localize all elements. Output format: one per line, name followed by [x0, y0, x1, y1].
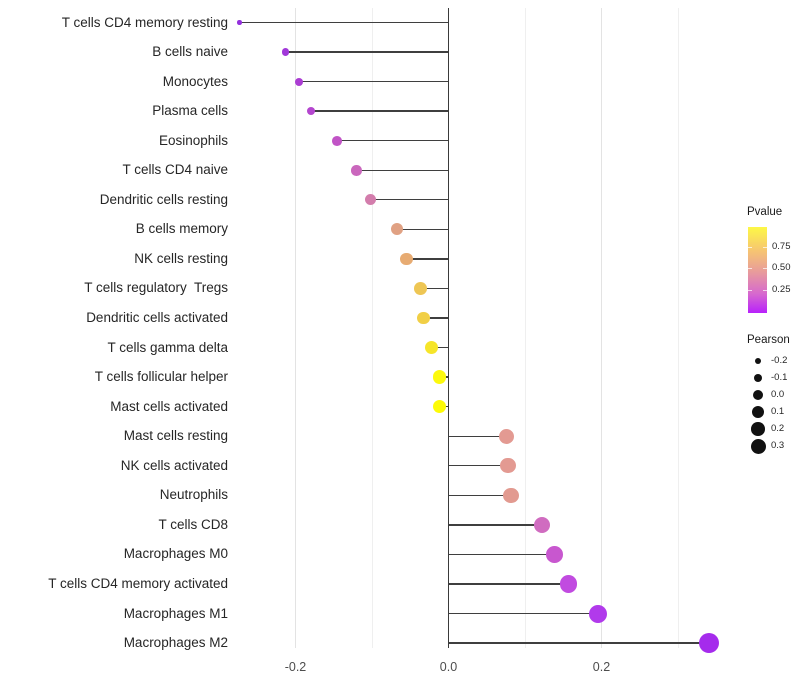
pearson-legend-dot: [754, 357, 762, 365]
pearson-legend-label: -0.1: [771, 372, 788, 383]
lollipop-dot: [391, 223, 404, 236]
x-gridline: [295, 8, 296, 648]
category-label: Monocytes: [162, 73, 228, 89]
lollipop-dot: [588, 604, 607, 623]
lollipop-dot: [432, 370, 446, 384]
category-label: T cells gamma delta: [107, 339, 228, 355]
lollipop-stick: [431, 346, 449, 349]
category-label: Dendritic cells activated: [86, 310, 228, 325]
lollipop-stick: [356, 169, 449, 171]
lollipop-dot: [331, 135, 342, 146]
pearson-legend-label: 0.0: [771, 389, 785, 400]
pvalue-legend-tick: [748, 247, 752, 249]
lollipop-stick: [239, 21, 449, 24]
pvalue-legend-tick-label: 0.50: [772, 262, 791, 274]
pearson-legend-dot: [750, 438, 766, 454]
pearson-legend-label: 0.3: [771, 440, 785, 451]
pvalue-legend-title: Pvalue: [747, 206, 783, 218]
category-label: NK cells resting: [134, 250, 228, 266]
lollipop-dot: [698, 633, 719, 654]
lollipop-stick: [397, 228, 449, 231]
lollipop-stick: [299, 80, 449, 83]
lollipop-stick: [448, 435, 507, 437]
x-gridline: [601, 8, 602, 648]
x-axis-tick-label: 0.2: [592, 660, 611, 674]
lollipop-dot: [500, 458, 516, 474]
lollipop-dot: [560, 575, 578, 593]
lollipop-stick: [285, 51, 449, 53]
pearson-legend-label: 0.2: [771, 423, 785, 434]
lollipop-dot: [432, 399, 446, 414]
lollipop-stick: [448, 524, 542, 526]
category-label: Macrophages M1: [123, 605, 228, 621]
lollipop-stick: [448, 465, 509, 467]
lollipop-dot: [416, 311, 430, 325]
pearson-legend-dot: [752, 389, 764, 401]
pearson-legend-title: Pearson: [747, 334, 790, 346]
pvalue-gradient-bar: [748, 227, 767, 313]
lollipop-dot: [281, 48, 290, 56]
lollipop-stick: [448, 553, 555, 556]
category-label: T cells follicular helper: [94, 369, 228, 385]
lollipop-dot: [503, 487, 520, 504]
x-gridline: [371, 8, 373, 648]
category-label: T cells CD4 naive: [122, 162, 228, 178]
pvalue-legend-tick: [763, 289, 767, 291]
lollipop-dot: [351, 164, 362, 176]
lollipop-stick: [448, 642, 709, 644]
lollipop-stick: [406, 258, 449, 260]
category-label: Macrophages M2: [123, 635, 228, 651]
category-label: T cells CD4 memory activated: [48, 575, 228, 591]
lollipop-dot: [306, 106, 316, 116]
lollipop-dot: [413, 282, 427, 295]
lollipop-stick: [448, 612, 598, 615]
lollipop-stick: [420, 287, 449, 290]
lollipop-stick: [336, 140, 449, 142]
lollipop-stick: [423, 317, 449, 319]
lollipop-dot: [364, 194, 376, 206]
lollipop-stick: [310, 110, 449, 112]
category-label: T cells CD4 memory resting: [61, 14, 228, 30]
pvalue-legend-tick: [748, 268, 752, 270]
category-label: Macrophages M0: [123, 546, 228, 562]
pvalue-legend-tick: [763, 247, 767, 249]
pearson-legend-label: -0.2: [771, 355, 788, 366]
lollipop-stick: [448, 494, 512, 496]
lollipop-dot: [425, 340, 439, 355]
x-axis-tick-label: -0.2: [284, 660, 307, 674]
category-label: Mast cells resting: [123, 428, 228, 444]
lollipop-dot: [237, 20, 242, 25]
category-label: B cells memory: [135, 221, 228, 237]
x-axis-tick-label: 0.0: [439, 660, 458, 674]
category-label: Mast cells activated: [110, 398, 228, 414]
category-label: NK cells activated: [120, 457, 228, 473]
lollipop-dot: [546, 546, 564, 563]
lollipop-dot: [295, 77, 304, 86]
pearson-legend-dot: [752, 406, 764, 418]
x-gridline: [524, 8, 526, 648]
category-label: T cells regulatory Tregs: [84, 280, 228, 296]
category-label: Plasma cells: [152, 103, 228, 119]
category-label: B cells naive: [152, 44, 228, 60]
pearson-legend-dot: [753, 373, 763, 383]
pearson-legend-label: 0.1: [771, 406, 785, 417]
lollipop-dot: [498, 428, 515, 444]
pearson-legend-dot: [751, 422, 765, 436]
category-label: Eosinophils: [158, 132, 228, 148]
x-gridline: [677, 8, 679, 648]
category-label: Dendritic cells resting: [99, 191, 228, 207]
pvalue-legend-tick: [748, 289, 752, 291]
lollipop-dot: [533, 516, 551, 534]
zero-axis-line: [448, 8, 449, 648]
pvalue-legend-tick: [763, 268, 767, 270]
lollipop-dot: [400, 252, 413, 266]
category-label: Neutrophils: [159, 487, 228, 503]
lollipop-stick: [448, 583, 569, 585]
pvalue-legend-tick-label: 0.25: [772, 283, 791, 295]
pvalue-legend-tick-label: 0.75: [772, 241, 791, 253]
lollipop-stick: [370, 199, 449, 201]
category-label: T cells CD8: [158, 516, 228, 532]
